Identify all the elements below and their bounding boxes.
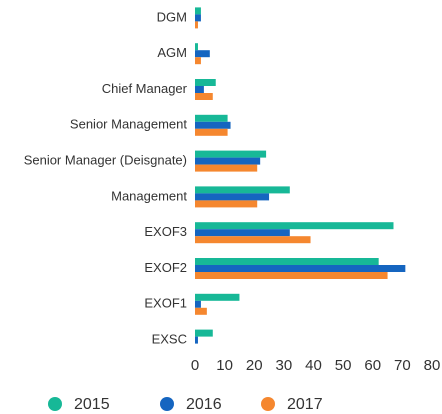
bar — [195, 307, 207, 315]
x-tick-label: 60 — [364, 357, 381, 374]
bar — [195, 86, 204, 93]
x-tick-label: 10 — [216, 357, 233, 374]
bar — [195, 300, 201, 308]
x-tick-label: 80 — [424, 357, 441, 374]
y-tick-label: DGM — [157, 9, 187, 24]
y-tick-label: Chief Manager — [102, 81, 188, 96]
x-tick-label: 40 — [305, 357, 322, 374]
y-tick-label: Senior Management — [70, 117, 187, 132]
x-tick-label: 30 — [276, 357, 293, 374]
bar — [195, 14, 201, 22]
bar — [195, 336, 198, 344]
bar — [195, 57, 201, 65]
bar — [195, 236, 311, 244]
bar — [195, 93, 213, 100]
x-tick-label: 70 — [394, 357, 411, 374]
bar — [195, 229, 290, 237]
legend-swatch — [48, 397, 62, 411]
bar — [195, 186, 290, 194]
x-tick-label: 20 — [246, 357, 263, 374]
y-tick-label: EXOF2 — [144, 260, 187, 275]
bar — [195, 164, 258, 172]
y-tick-label: EXSC — [152, 332, 187, 347]
bar — [195, 114, 228, 122]
legend-label: 2016 — [186, 396, 222, 413]
bar — [195, 293, 240, 301]
bar — [195, 265, 406, 272]
bar — [195, 157, 261, 165]
bar — [195, 43, 198, 51]
x-tick-label: 50 — [335, 357, 352, 374]
bar — [195, 121, 231, 129]
bar — [195, 272, 388, 279]
bar — [195, 222, 394, 230]
bar — [195, 128, 228, 136]
bar — [195, 21, 198, 29]
legend-label: 2015 — [74, 396, 110, 413]
bar — [195, 150, 267, 158]
legend-swatch — [160, 397, 174, 411]
x-tick-label: 0 — [191, 357, 199, 374]
bar — [195, 329, 213, 337]
bar — [195, 50, 210, 58]
bar — [195, 193, 270, 201]
bar — [195, 7, 201, 15]
y-tick-label: EXOF3 — [144, 224, 187, 239]
bar — [195, 258, 379, 265]
y-tick-label: EXOF1 — [144, 296, 187, 311]
legend-swatch — [261, 397, 275, 411]
legend-label: 2017 — [287, 396, 323, 413]
bar — [195, 200, 258, 208]
y-tick-label: Senior Manager (Deisgnate) — [24, 153, 187, 168]
y-tick-label: AGM — [157, 45, 187, 60]
bar — [195, 79, 216, 86]
y-tick-label: Management — [111, 188, 187, 203]
